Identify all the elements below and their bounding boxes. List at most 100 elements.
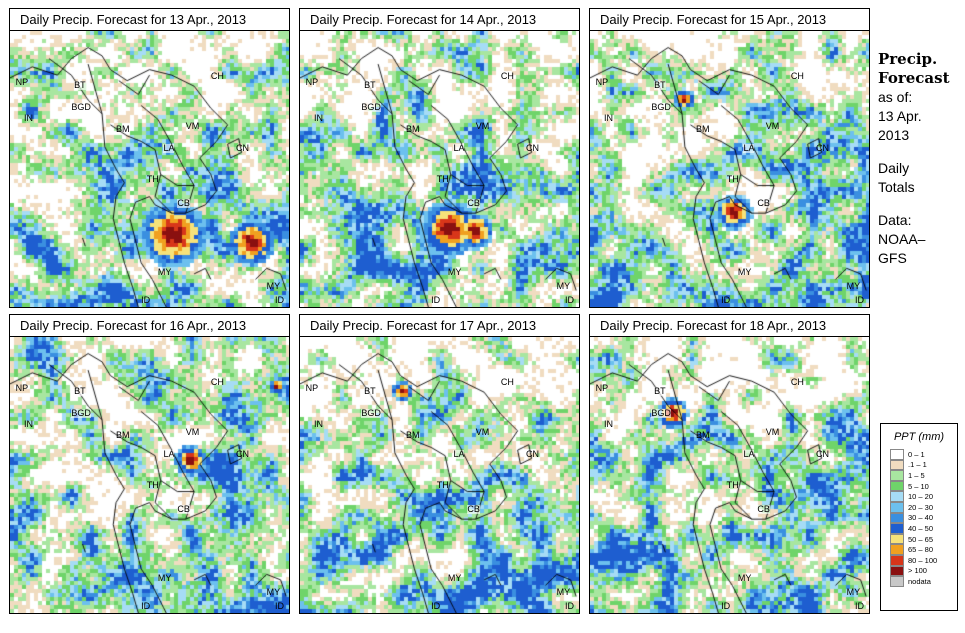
country-label-in: IN — [23, 418, 33, 429]
country-label-np: NP — [305, 382, 319, 393]
period-label-1: Daily — [878, 160, 910, 176]
legend-swatch — [890, 533, 904, 545]
legend-swatch — [890, 491, 904, 502]
as-of-year: 2013 — [878, 127, 910, 143]
country-label-vm: VM — [475, 427, 490, 438]
country-label-id2: ID — [855, 294, 865, 305]
forecast-panel-6: Daily Precip. Forecast for 18 Apr., 2013… — [589, 314, 870, 614]
country-label-my: MY — [737, 267, 752, 278]
country-label-cn: CN — [815, 143, 829, 154]
legend-title: PPT (mm) — [893, 431, 945, 443]
country-label-id2: ID — [275, 294, 285, 305]
country-label-in: IN — [603, 418, 613, 429]
country-label-bt: BT — [364, 385, 376, 396]
data-source-2: GFS — [878, 250, 907, 266]
country-label-ch: CH — [790, 71, 804, 82]
country-label-id: ID — [141, 294, 151, 305]
legend-swatch — [890, 554, 904, 566]
legend-label: .1 – 1 — [908, 460, 927, 470]
country-label-th: TH — [436, 173, 449, 184]
forecast-panel-2: Daily Precip. Forecast for 14 Apr., 2013… — [299, 8, 580, 308]
country-label-my2: MY — [846, 587, 861, 598]
country-label-bd: BGD — [651, 101, 671, 112]
side-heading-2: Forecast — [878, 69, 950, 87]
country-label-ch: CH — [790, 377, 804, 388]
legend-label: 5 – 10 — [908, 481, 929, 491]
legend-label: 50 – 65 — [908, 534, 934, 544]
precip-map: NP BT BGD IN CH BM VM LA CN TH CB MY MY ID ID — [589, 30, 870, 308]
country-label-bt: BT — [654, 385, 666, 396]
legend-row: 5 – 10 — [890, 480, 957, 492]
country-label-np: NP — [15, 382, 29, 393]
period-label-2: Totals — [878, 179, 915, 195]
country-label-la: LA — [163, 449, 175, 460]
country-label-my2: MY — [266, 587, 281, 598]
country-label-np: NP — [595, 76, 609, 87]
data-source-1: NOAA– — [878, 231, 926, 247]
country-label-la: LA — [453, 449, 465, 460]
country-label-bm: BM — [406, 123, 420, 134]
as-of-label: as of: — [878, 89, 913, 105]
legend-row: 10 – 20 — [890, 491, 957, 502]
legend-label: 65 – 80 — [908, 545, 934, 555]
panel-title: Daily Precip. Forecast for 15 Apr., 2013 — [589, 8, 870, 30]
legend-row: 40 – 50 — [890, 523, 957, 534]
country-label-la: LA — [743, 449, 755, 460]
panel-title: Daily Precip. Forecast for 13 Apr., 2013 — [9, 8, 290, 30]
panel-title: Daily Precip. Forecast for 14 Apr., 2013 — [299, 8, 580, 30]
country-label-bm: BM — [116, 123, 130, 134]
country-label-id2: ID — [565, 294, 575, 305]
legend-row: > 100 — [890, 565, 957, 577]
country-label-bt: BT — [74, 385, 86, 396]
legend-label: nodata — [908, 576, 931, 586]
country-label-bm: BM — [696, 123, 710, 134]
legend-row: 30 – 40 — [890, 512, 957, 524]
country-label-cb: CB — [177, 504, 190, 515]
legend-swatch — [890, 544, 904, 555]
country-label-bd: BGD — [71, 407, 91, 418]
country-label-bd: BGD — [71, 101, 91, 112]
legend-swatch — [890, 459, 904, 471]
legend-swatch — [890, 565, 904, 577]
country-label-my: MY — [737, 573, 752, 584]
country-label-cb: CB — [467, 198, 480, 209]
legend-swatch — [890, 523, 904, 534]
legend-swatch — [890, 449, 904, 460]
precip-map: NP BT BGD IN CH BM VM LA CN TH CB MY MY ID ID — [299, 336, 580, 614]
country-label-th: TH — [726, 479, 739, 490]
country-label-cn: CN — [235, 449, 249, 460]
side-info: Precip. Forecast as of: 13 Apr. 2013 Dai… — [878, 50, 963, 268]
legend-label: 10 – 20 — [908, 492, 934, 502]
country-label-my2: MY — [556, 587, 571, 598]
legend-swatch — [890, 470, 904, 481]
legend-label: > 100 — [908, 566, 927, 576]
country-label-id2: ID — [565, 600, 575, 611]
country-label-vm: VM — [765, 427, 780, 438]
country-label-ch: CH — [500, 377, 514, 388]
country-label-my: MY — [157, 267, 172, 278]
country-label-bm: BM — [406, 429, 420, 440]
panel-title: Daily Precip. Forecast for 18 Apr., 2013 — [589, 314, 870, 336]
legend-row: 0 – 1 — [890, 449, 957, 460]
forecast-panel-4: Daily Precip. Forecast for 16 Apr., 2013… — [9, 314, 290, 614]
country-label-in: IN — [313, 112, 323, 123]
country-label-my: MY — [157, 573, 172, 584]
legend-label: 20 – 30 — [908, 502, 934, 512]
country-label-np: NP — [595, 382, 609, 393]
country-label-vm: VM — [765, 121, 780, 132]
country-label-th: TH — [436, 479, 449, 490]
country-label-np: NP — [15, 76, 29, 87]
country-label-th: TH — [146, 479, 159, 490]
legend-row: 65 – 80 — [890, 544, 957, 555]
forecast-panel-1: Daily Precip. Forecast for 13 Apr., 2013… — [9, 8, 290, 308]
country-label-id: ID — [141, 600, 151, 611]
country-label-id: ID — [721, 600, 731, 611]
country-label-bt: BT — [654, 79, 666, 90]
country-label-my2: MY — [846, 281, 861, 292]
country-label-cb: CB — [177, 198, 190, 209]
country-label-th: TH — [726, 173, 739, 184]
panel-title: Daily Precip. Forecast for 16 Apr., 2013 — [9, 314, 290, 336]
country-label-ch: CH — [210, 71, 224, 82]
country-label-id2: ID — [855, 600, 865, 611]
